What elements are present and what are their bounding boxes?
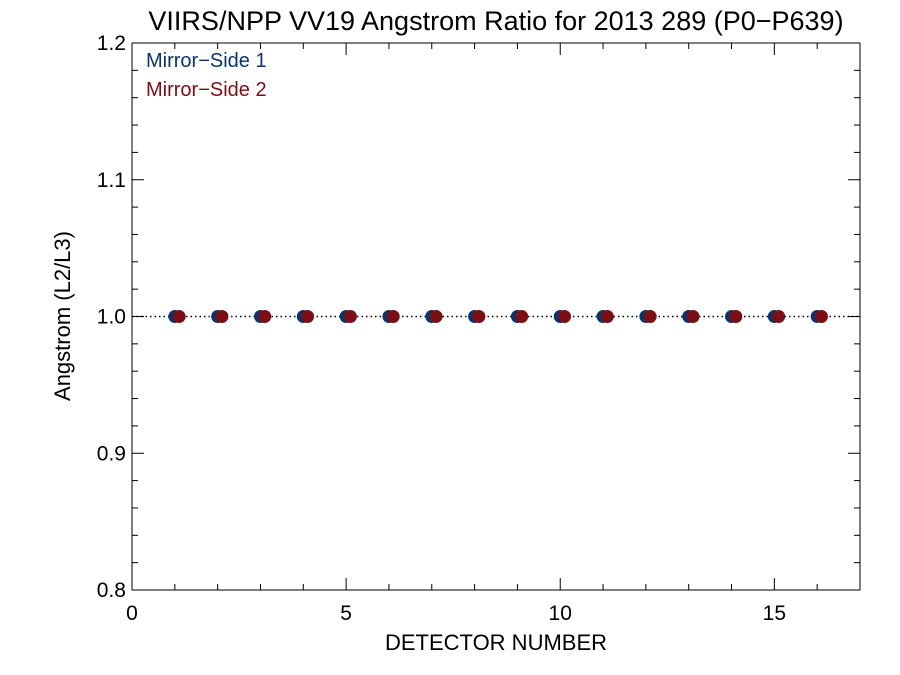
marker-mirror-side-2: [429, 310, 443, 323]
x-tick-label: 0: [126, 602, 138, 625]
x-tick-label: 10: [549, 602, 572, 625]
marker-mirror-side-2: [558, 310, 572, 323]
legend-item-mirror-side-1: Mirror−Side 1: [146, 50, 267, 72]
marker-mirror-side-2: [472, 310, 486, 323]
marker-mirror-side-2: [172, 310, 186, 323]
data-markers: [168, 310, 828, 323]
legend-item-mirror-side-2: Mirror−Side 2: [146, 79, 267, 101]
marker-mirror-side-2: [814, 310, 828, 323]
marker-mirror-side-2: [600, 310, 614, 323]
marker-mirror-side-2: [643, 310, 657, 323]
y-tick-label: 0.8: [97, 579, 126, 602]
marker-mirror-side-2: [258, 310, 272, 323]
marker-mirror-side-2: [686, 310, 700, 323]
x-tick-label: 5: [340, 602, 352, 625]
x-tick-label: 15: [763, 602, 786, 625]
y-tick-label: 1.0: [97, 306, 126, 329]
marker-mirror-side-2: [772, 310, 786, 323]
y-axis-label: Angstrom (L2/L3): [50, 231, 75, 401]
marker-mirror-side-2: [515, 310, 529, 323]
marker-mirror-side-2: [301, 310, 315, 323]
y-tick-label: 1.2: [97, 32, 126, 55]
x-axis-label: DETECTOR NUMBER: [385, 630, 607, 655]
y-tick-label: 1.1: [97, 169, 126, 192]
marker-mirror-side-2: [215, 310, 229, 323]
x-axis: 0 5 10 15: [126, 43, 861, 625]
marker-mirror-side-2: [343, 310, 357, 323]
chart-title: VIIRS/NPP VV19 Angstrom Ratio for 2013 2…: [148, 6, 843, 36]
legend: Mirror−Side 1 Mirror−Side 2: [146, 50, 267, 101]
marker-mirror-side-2: [386, 310, 400, 323]
y-tick-label: 0.9: [97, 442, 126, 465]
y-axis: 0.8 0.9 1.0 1.1 1.2: [97, 32, 860, 602]
marker-mirror-side-2: [729, 310, 743, 323]
